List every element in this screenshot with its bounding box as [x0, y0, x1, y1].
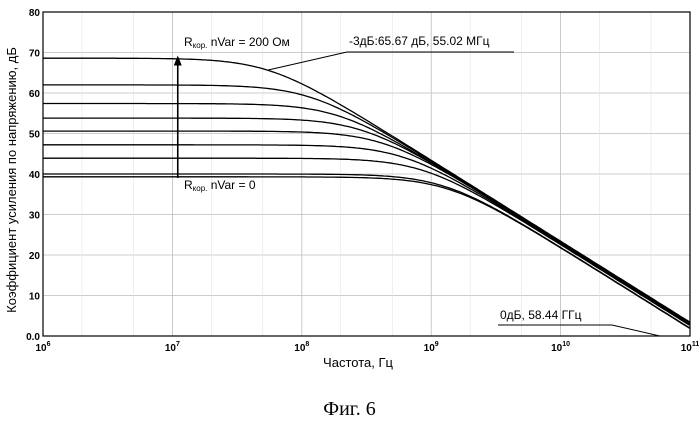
- marker-3db-leader: [268, 51, 348, 71]
- series-group: [43, 57, 691, 330]
- series-line: [43, 173, 691, 329]
- arrow-head: [173, 55, 182, 66]
- annotation-rkor-0: Rкор. nVar = 0: [184, 178, 256, 193]
- y-tick-label: 10: [29, 292, 41, 303]
- figure-caption: Фиг. 6: [323, 398, 376, 420]
- x-tick-label: 106: [35, 341, 50, 354]
- annotation-3db: -3дБ:65.67 дБ, 55.02 МГц: [349, 34, 490, 48]
- series-line: [43, 176, 691, 330]
- series-line: [43, 144, 691, 326]
- y-tick-label: 40: [29, 170, 41, 181]
- series-line: [43, 157, 691, 327]
- x-tick-label: 108: [294, 341, 309, 354]
- y-tick-label: 50: [29, 130, 41, 141]
- series-line: [43, 130, 691, 325]
- y-tick-label: 20: [29, 251, 41, 262]
- marker-0db-leader: [611, 324, 660, 337]
- x-tick-labels: 106 107 108 109 1010 1011: [35, 341, 699, 354]
- y-tick-label: 30: [29, 211, 41, 222]
- annotation-rkor-200: Rкор. nVar = 200 Ом: [184, 35, 290, 50]
- y-tick-label: 0.0: [26, 332, 40, 343]
- x-tick-label: 109: [424, 341, 439, 354]
- y-tick-label: 70: [29, 49, 41, 60]
- y-tick-label: 80: [29, 8, 41, 19]
- series-line: [43, 102, 691, 325]
- x-tick-label: 107: [165, 341, 180, 354]
- annotation-0db: 0дБ, 58.44 ГГц: [500, 308, 582, 322]
- x-axis-title: Частота, Гц: [323, 355, 393, 370]
- x-tick-label: 1010: [551, 341, 570, 354]
- x-tick-label: 1011: [681, 341, 699, 354]
- markers: [173, 51, 660, 337]
- y-tick-labels: 0.0 10 20 30 40 50 60 70 80: [26, 8, 40, 343]
- y-tick-label: 60: [29, 89, 41, 100]
- series-line: [43, 57, 691, 323]
- y-axis-title: Коэффициент усиления по напряжению, дБ: [4, 47, 19, 313]
